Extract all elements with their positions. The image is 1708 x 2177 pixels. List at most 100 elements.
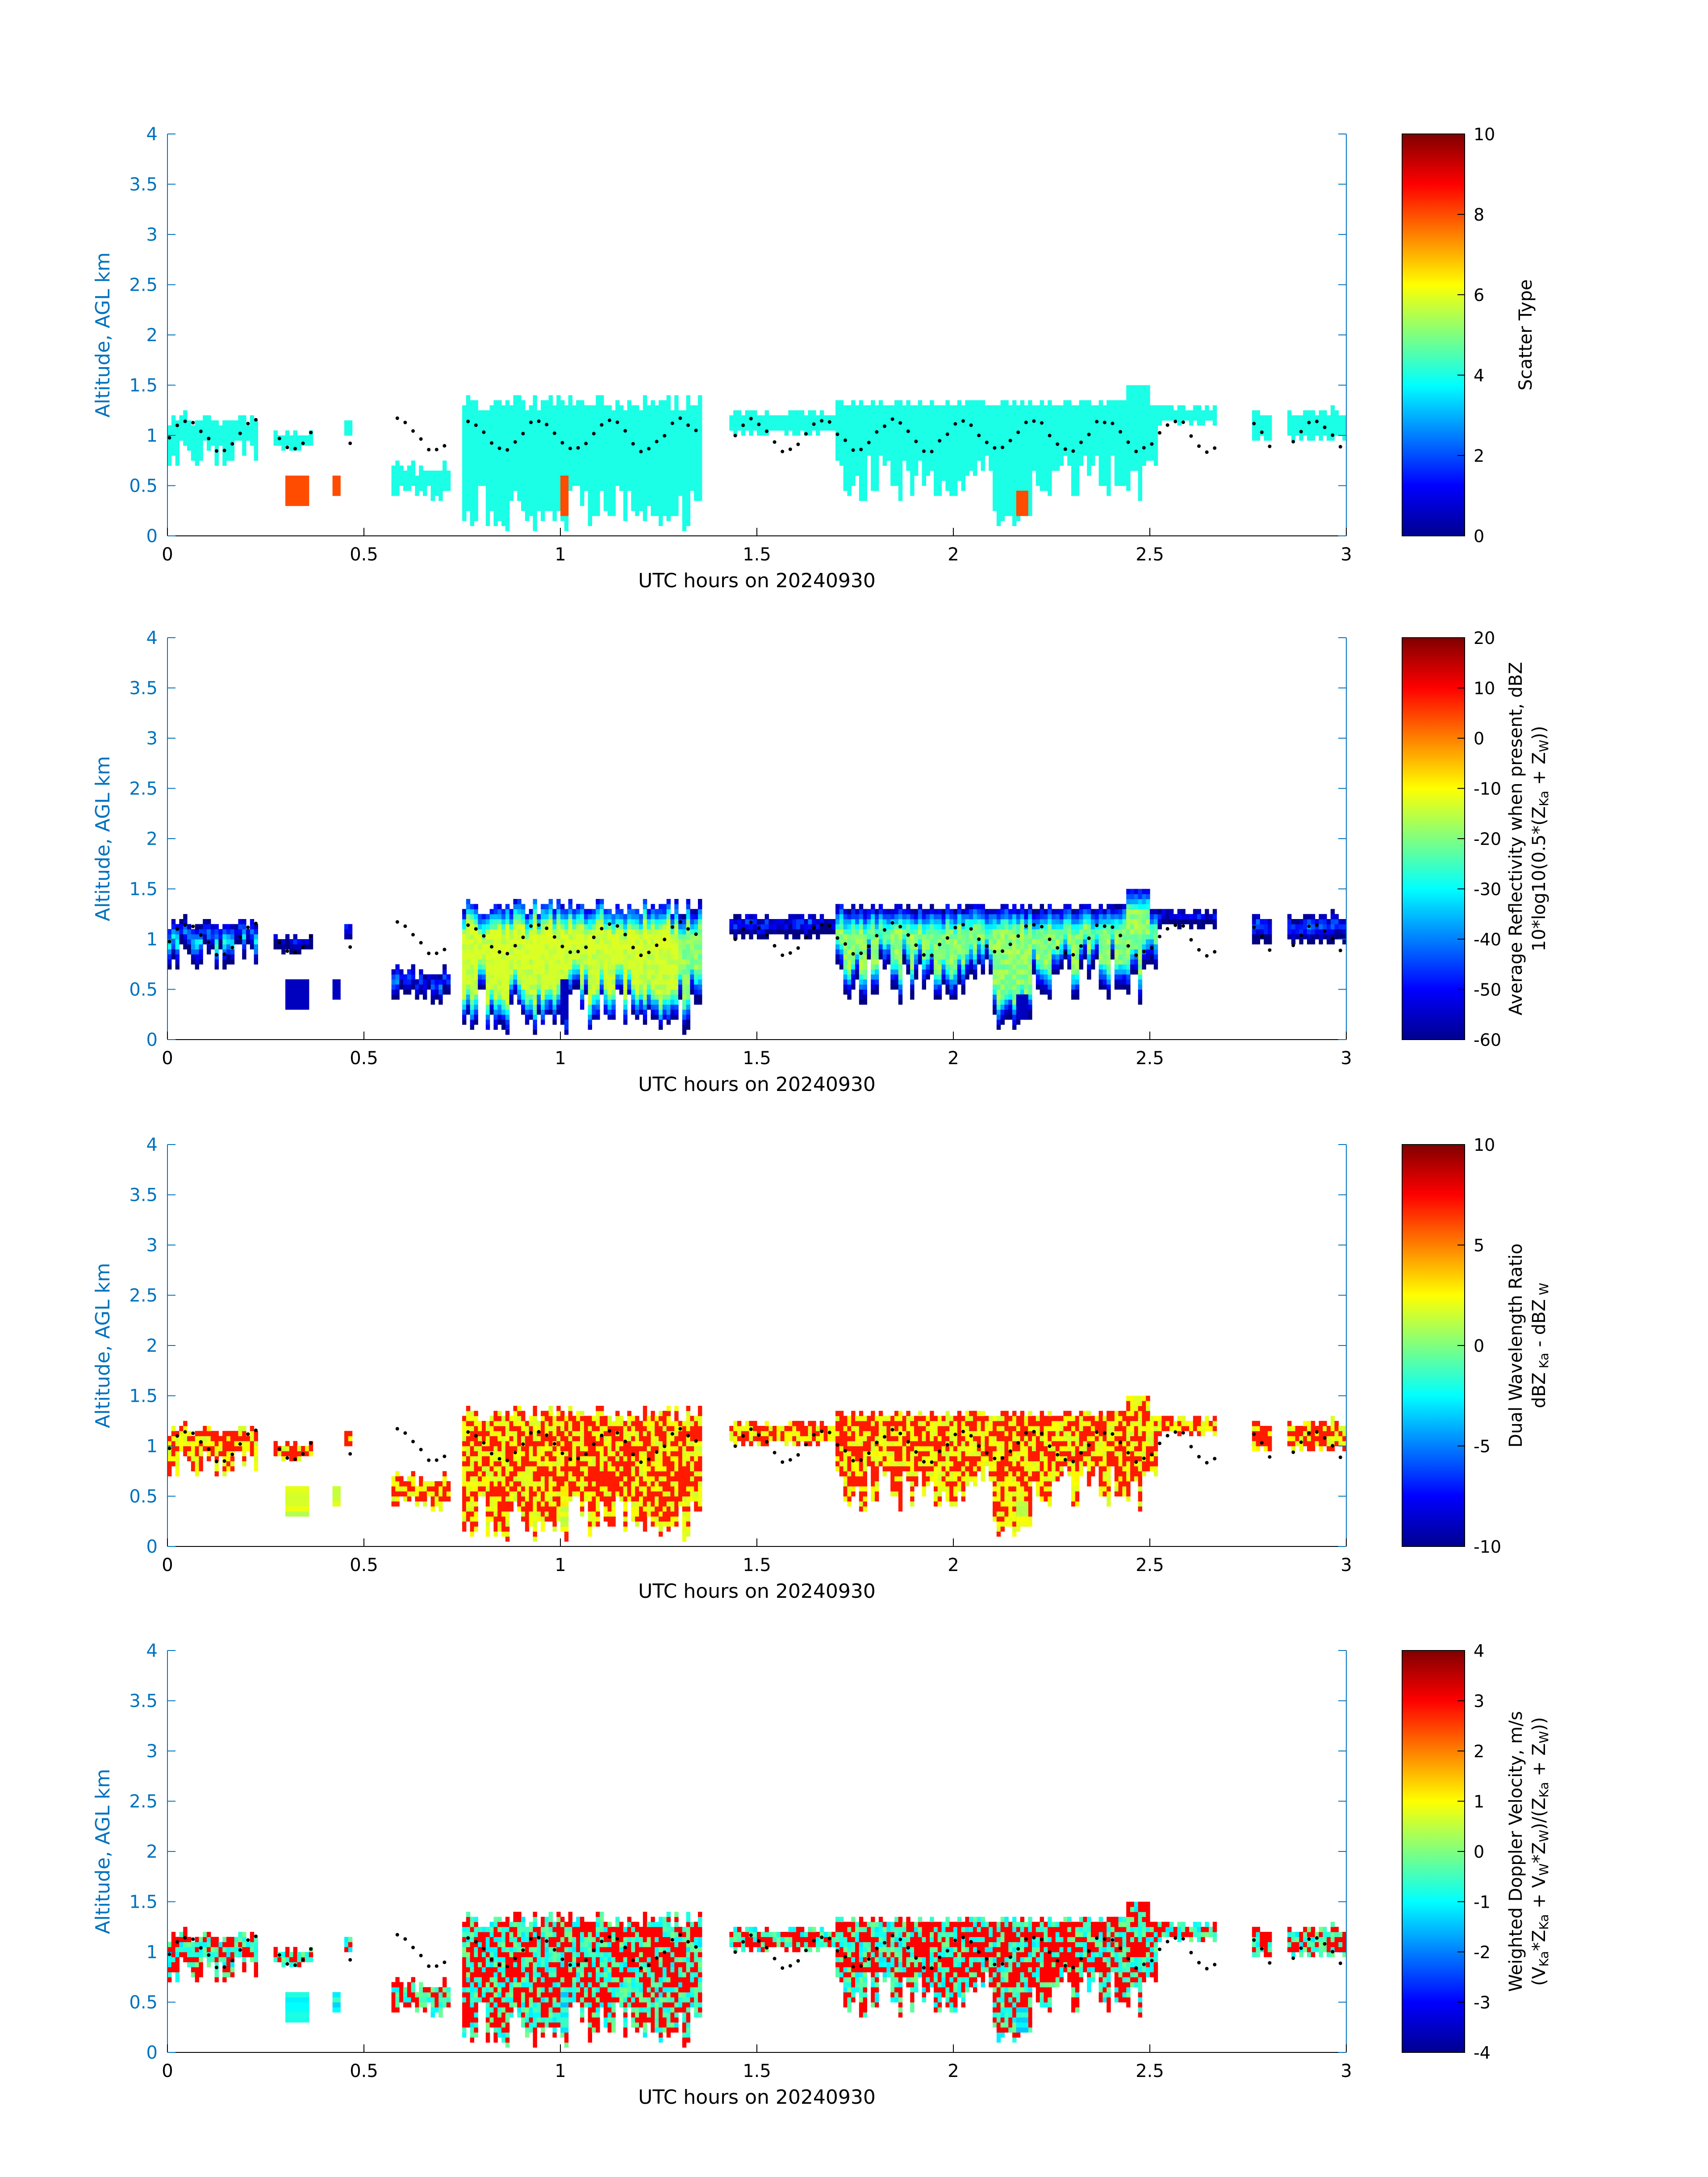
heatmap-cell [1197, 415, 1201, 421]
heatmap-cell [631, 1009, 635, 1015]
heatmap-cell [989, 405, 993, 411]
heatmap-cell [509, 455, 514, 461]
heatmap-cell [521, 440, 526, 446]
heatmap-cell [863, 455, 867, 461]
heatmap-cell [541, 1009, 545, 1015]
heatmap-cell [1153, 440, 1158, 446]
heatmap-cell [470, 994, 474, 1000]
heatmap-cell [674, 410, 679, 416]
heatmap-cell [588, 919, 592, 924]
heatmap-cell [489, 506, 494, 511]
heatmap-cell [1268, 435, 1272, 441]
heatmap-cell [686, 430, 690, 436]
heatmap-cell [741, 420, 746, 426]
heatmap-cell [1040, 485, 1044, 491]
heatmap-cell [301, 501, 305, 506]
heatmap-cell [474, 979, 478, 985]
heatmap-cell [505, 410, 510, 416]
heatmap-cell [859, 400, 864, 405]
heatmap-cell [501, 450, 506, 456]
heatmap-cell [682, 496, 687, 501]
heatmap-cell [541, 420, 545, 426]
heatmap-cell [973, 430, 977, 436]
heatmap-cell [529, 954, 533, 960]
heatmap-cell [1012, 445, 1017, 451]
heatmap-cell [501, 440, 506, 446]
heatmap-cell [855, 405, 860, 411]
heatmap-cell [1020, 415, 1024, 421]
heatmap-cell [977, 450, 981, 456]
heatmap-cell [643, 476, 647, 481]
heatmap-cell [686, 994, 690, 1000]
heatmap-cell [1114, 476, 1119, 481]
heatmap-cell [250, 929, 255, 935]
heatmap-cell [615, 425, 620, 431]
heatmap-cell [690, 919, 694, 924]
heatmap-cell [411, 470, 415, 476]
heatmap-cell [686, 465, 690, 471]
heatmap-cell [564, 420, 569, 426]
heatmap-cell [525, 485, 530, 491]
heatmap-cell [207, 934, 211, 940]
heatmap-cell [1138, 435, 1142, 441]
heatmap-cell [509, 944, 514, 950]
heatmap-cell [474, 460, 478, 466]
heatmap-cell [470, 510, 474, 516]
heatmap-cell [489, 450, 494, 456]
heatmap-cell [560, 425, 565, 431]
heatmap-cell [544, 415, 549, 421]
heatmap-cell [588, 415, 592, 421]
heatmap-cell [1083, 445, 1087, 451]
heatmap-cell [965, 450, 969, 456]
heatmap-cell [969, 455, 973, 461]
cloud-base-dot [403, 421, 407, 425]
heatmap-cell [466, 919, 471, 924]
heatmap-cell [509, 465, 514, 471]
heatmap-cell [1036, 415, 1040, 421]
heatmap-cell [521, 969, 526, 975]
heatmap-cell [556, 485, 561, 491]
heatmap-cell [698, 440, 702, 446]
heatmap-cell [592, 415, 596, 421]
heatmap-cell [1098, 410, 1103, 416]
heatmap-cell [533, 909, 537, 915]
heatmap-cell [666, 490, 671, 496]
heatmap-cell [596, 974, 600, 980]
heatmap-cell [659, 450, 663, 456]
heatmap-cell [662, 969, 667, 975]
heatmap-cell [305, 944, 309, 950]
heatmap-cell [548, 1009, 553, 1015]
heatmap-cell [525, 924, 530, 930]
heatmap-cell [415, 979, 419, 985]
heatmap-cell [733, 430, 738, 436]
heatmap-cell [871, 440, 875, 446]
heatmap-cell [875, 445, 879, 451]
heatmap-cell [521, 470, 526, 476]
heatmap-cell [961, 415, 965, 421]
heatmap-cell [1311, 425, 1315, 431]
heatmap-cell [1059, 435, 1064, 441]
heatmap-cell [183, 430, 188, 436]
heatmap-cell [305, 485, 309, 491]
heatmap-cell [989, 450, 993, 456]
heatmap-cell [674, 405, 679, 411]
heatmap-cell [537, 1004, 541, 1010]
heatmap-cell [965, 435, 969, 441]
heatmap-cell [659, 410, 663, 416]
heatmap-cell [1083, 415, 1087, 421]
heatmap-cell [666, 496, 671, 501]
heatmap-cell [1087, 465, 1091, 471]
heatmap-cell [639, 445, 643, 451]
heatmap-cell [466, 909, 471, 915]
heatmap-cell [945, 465, 950, 471]
heatmap-cell [203, 435, 207, 441]
heatmap-cell [1107, 490, 1111, 496]
heatmap-cell [501, 430, 506, 436]
heatmap-cell [659, 476, 663, 481]
heatmap-cell [183, 934, 188, 940]
heatmap-cell [651, 909, 655, 915]
heatmap-cell [1107, 476, 1111, 481]
heatmap-cell [592, 964, 596, 970]
heatmap-cell [544, 999, 549, 1005]
heatmap-cell [863, 425, 867, 431]
